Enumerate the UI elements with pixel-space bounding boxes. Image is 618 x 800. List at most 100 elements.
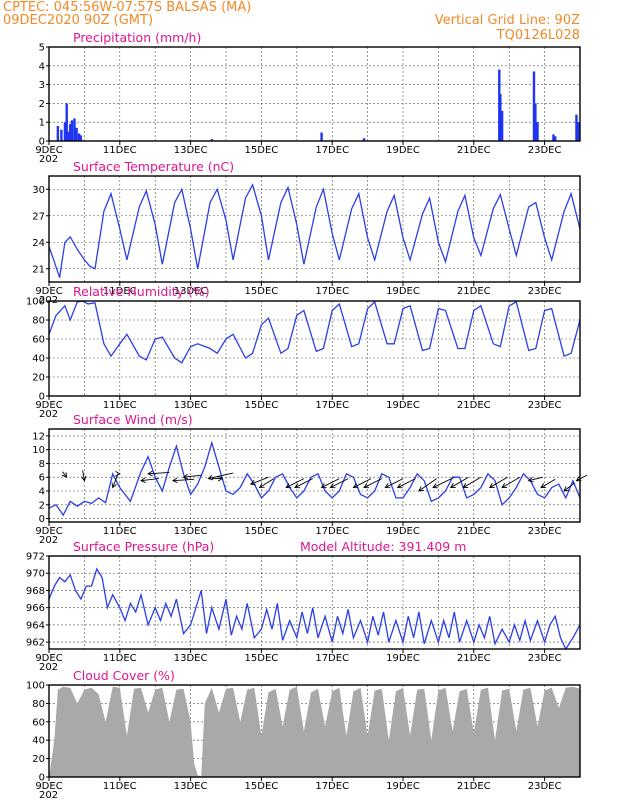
pressure-xtick-label: 9DEC bbox=[35, 653, 62, 664]
wind-arrow bbox=[385, 478, 404, 488]
wind-arrow-head bbox=[80, 475, 87, 482]
wind-arrow-head bbox=[258, 482, 265, 489]
temperature-xtick-label: 9DEC bbox=[35, 286, 62, 297]
wind-arrow bbox=[540, 478, 556, 488]
humidity-frame bbox=[48, 300, 581, 397]
wind-arrow bbox=[432, 476, 455, 488]
precipitation-ytick-label: 1 bbox=[39, 118, 45, 129]
wind-arrow bbox=[489, 476, 508, 488]
precip-bar bbox=[577, 122, 580, 141]
wind-arrow bbox=[259, 478, 275, 488]
wind-arrow-head bbox=[384, 483, 391, 489]
wind-arrow-head bbox=[352, 483, 359, 489]
precipitation-xtick-label: 13DEC bbox=[174, 145, 208, 156]
grid-line-note: Vertical Grid Line: 90Z bbox=[435, 13, 580, 28]
pressure-ytick-label: 966 bbox=[26, 603, 45, 614]
cloud-cover-xtick-label: 19DEC bbox=[386, 781, 420, 792]
precipitation-xtick-label: 17DEC bbox=[315, 145, 349, 156]
wind-arrow bbox=[576, 474, 588, 482]
pressure-altitude-note: Model Altitude: 391.409 m bbox=[300, 539, 466, 554]
pressure-series-line bbox=[48, 567, 581, 651]
wind-xtick-label: 21DEC bbox=[457, 526, 491, 537]
cloud-cover-xtick-label: 23DEC bbox=[528, 781, 562, 792]
precipitation-xtick-label: 15DEC bbox=[245, 145, 279, 156]
wind-arrow bbox=[501, 476, 521, 488]
wind-arrow bbox=[330, 478, 349, 488]
pressure-xtick-label: 19DEC bbox=[386, 653, 420, 664]
temperature-xtick-label: 15DEC bbox=[245, 286, 279, 297]
cloud-cover-xtick-label: 21DEC bbox=[457, 781, 491, 792]
precip-bar bbox=[575, 114, 578, 141]
temperature-ytick-label: 24 bbox=[32, 238, 45, 249]
precip-bar bbox=[65, 103, 68, 141]
precip-bar bbox=[75, 127, 78, 141]
precip-bar bbox=[77, 133, 81, 141]
wind-xtick-label: 17DEC bbox=[315, 526, 349, 537]
cloud-cover-year-fragment: 202 bbox=[39, 790, 58, 800]
wind-arrow-head bbox=[396, 483, 403, 489]
wind-arrow bbox=[82, 470, 85, 481]
humidity-xtick-label: 13DEC bbox=[174, 400, 208, 411]
precip-bar bbox=[499, 94, 502, 141]
cloud-cover-xtick-label: 9DEC bbox=[35, 781, 62, 792]
precipitation-frame bbox=[48, 46, 581, 142]
wind-arrow-head bbox=[140, 477, 146, 483]
wind-frame bbox=[48, 428, 581, 523]
cloud-cover-area bbox=[49, 686, 580, 777]
pressure-xtick-label: 21DEC bbox=[457, 653, 491, 664]
cloud-cover-xtick-label: 13DEC bbox=[174, 781, 208, 792]
humidity-xtick-label: 21DEC bbox=[457, 400, 491, 411]
wind-panel: Surface Wind (m/s) 0 2 4 6 8 10 12 9DEC 11DEC 13DE… bbox=[32, 412, 588, 546]
pressure-ytick-label: 972 bbox=[26, 552, 45, 563]
wind-arrow-head bbox=[207, 474, 214, 481]
precip-bar bbox=[73, 118, 76, 141]
temperature-xtick-label: 21DEC bbox=[457, 286, 491, 297]
cloud-cover-ytick-label: 20 bbox=[32, 754, 45, 765]
precipitation-xtick-label: 19DEC bbox=[386, 145, 420, 156]
wind-arrow bbox=[294, 478, 313, 488]
wind-xtick-label: 11DEC bbox=[103, 526, 137, 537]
wind-arrow bbox=[285, 478, 305, 488]
precip-bar bbox=[536, 122, 539, 141]
wind-arrow-head bbox=[449, 483, 456, 489]
wind-xtick-label: 23DEC bbox=[528, 526, 562, 537]
temperature-xtick-label: 19DEC bbox=[386, 286, 420, 297]
humidity-ytick-label: 80 bbox=[32, 316, 45, 327]
pressure-xtick-label: 13DEC bbox=[174, 653, 208, 664]
humidity-series-line bbox=[48, 300, 581, 364]
humidity-xtick-label: 11DEC bbox=[103, 400, 137, 411]
humidity-xtick-label: 17DEC bbox=[315, 400, 349, 411]
wind-arrow-head bbox=[501, 483, 508, 489]
precipitation-ytick-label: 3 bbox=[39, 80, 45, 91]
model-run-code: TQ0126L028 bbox=[496, 28, 580, 43]
wind-arrow bbox=[528, 476, 543, 482]
humidity-ytick-label: 60 bbox=[32, 335, 45, 346]
pressure-xtick-label: 23DEC bbox=[528, 653, 562, 664]
temperature-xtick-label: 17DEC bbox=[315, 286, 349, 297]
wind-arrow bbox=[321, 478, 340, 488]
pressure-xtick-label: 15DEC bbox=[245, 653, 279, 664]
wind-xtick-label: 19DEC bbox=[386, 526, 420, 537]
wind-arrow-head bbox=[488, 483, 495, 489]
precip-bar bbox=[70, 120, 74, 141]
wind-arrow-head bbox=[61, 472, 68, 478]
cloud-cover-title: Cloud Cover (%) bbox=[73, 668, 175, 683]
humidity-ytick-label: 0 bbox=[39, 392, 45, 403]
humidity-ytick-label: 40 bbox=[32, 354, 45, 365]
precipitation-xtick-label: 23DEC bbox=[528, 145, 562, 156]
cloud-cover-ytick-label: 60 bbox=[32, 717, 45, 728]
temperature-frame bbox=[48, 175, 581, 283]
station-header: CPTEC: 045:56W-07:57S BALSAS (MA) bbox=[3, 0, 251, 15]
temperature-xtick-label: 13DEC bbox=[174, 286, 208, 297]
precipitation-xtick-label: 9DEC bbox=[35, 145, 62, 156]
wind-arrow bbox=[148, 471, 170, 475]
cloud-cover-xtick-label: 17DEC bbox=[315, 781, 349, 792]
wind-arrow bbox=[208, 472, 234, 480]
humidity-ytick-label: 100 bbox=[26, 297, 45, 308]
temperature-xtick-label: 23DEC bbox=[528, 286, 562, 297]
temperature-ytick-label: 21 bbox=[32, 264, 45, 275]
cloud-cover-ytick-label: 80 bbox=[32, 699, 45, 710]
